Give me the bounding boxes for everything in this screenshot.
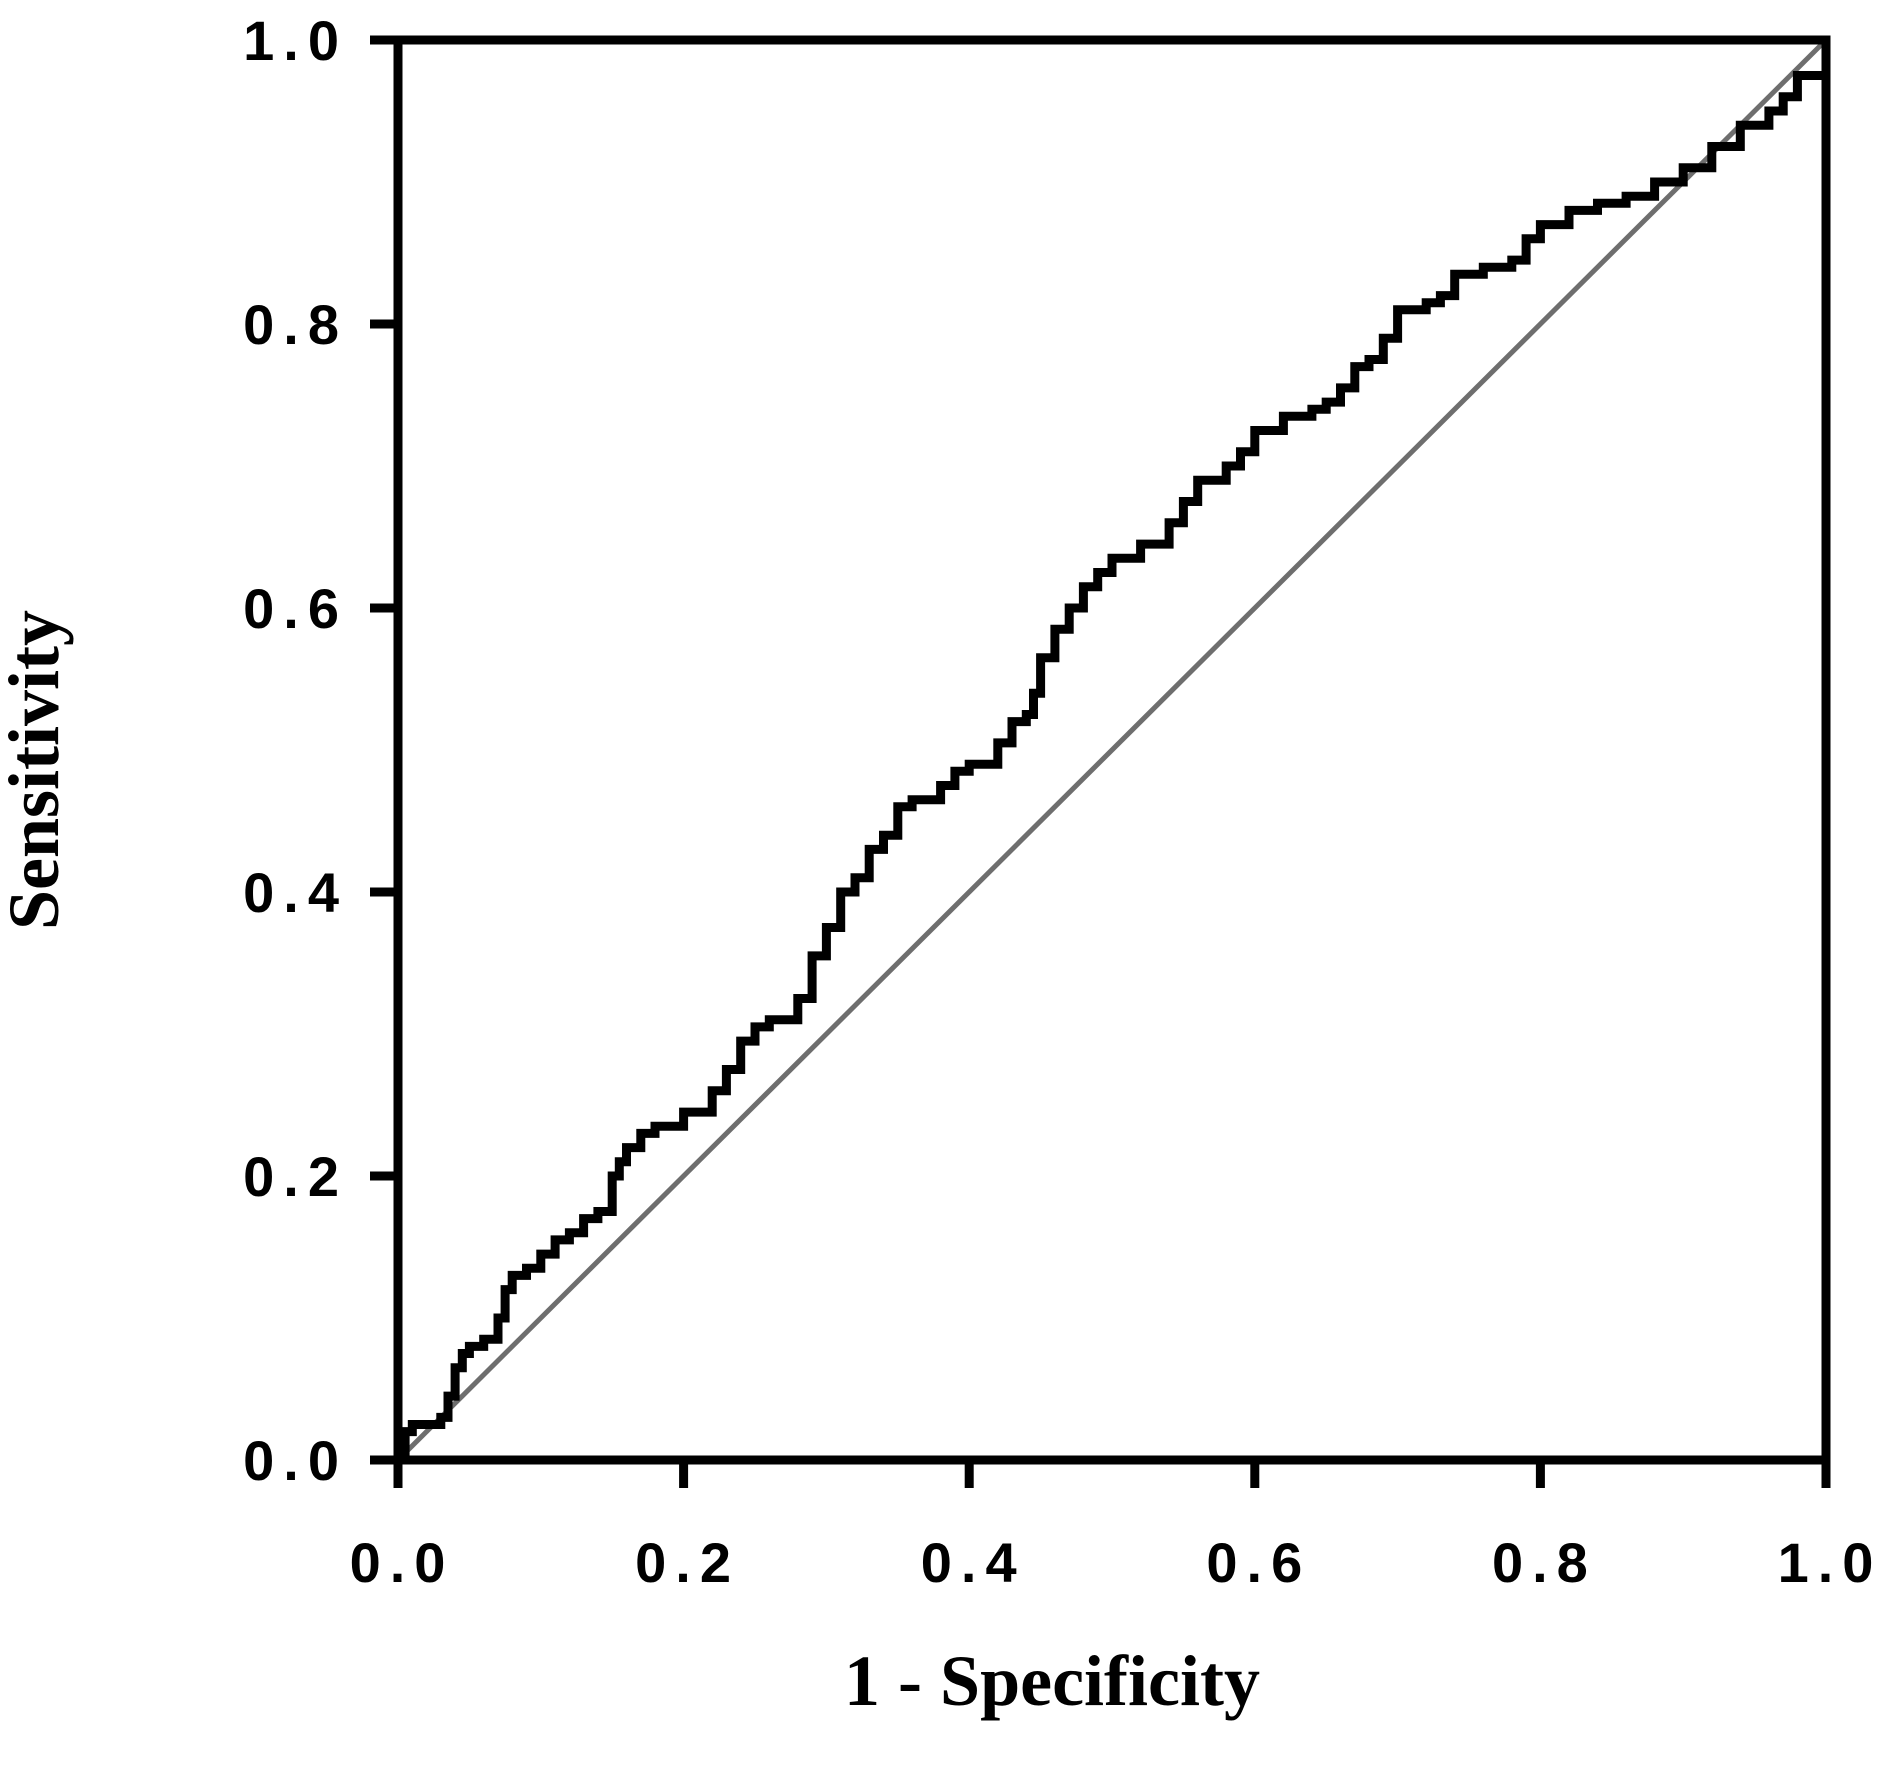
y-tick-label: 0.2 [243, 1145, 348, 1208]
y-axis-title: Sensitivity [0, 610, 74, 930]
roc-curve-line [393, 35, 1831, 1465]
y-tick-label: 1.0 [243, 9, 348, 72]
y-tick-label: 0.6 [243, 577, 348, 640]
y-tick-label: 0.4 [243, 861, 348, 924]
plot-frame [393, 35, 1831, 1465]
y-tick-labels: 0.0 0.2 0.4 0.6 0.8 1.0 [243, 9, 348, 1492]
x-axis-title: 1 - Specificity [844, 1641, 1260, 1721]
series-layer [393, 35, 1831, 1465]
x-tick-label: 1.0 [1778, 1531, 1878, 1594]
x-tick-label: 0.2 [635, 1531, 740, 1594]
tick-marks [370, 35, 1831, 1488]
x-tick-label: 0.8 [1492, 1531, 1597, 1594]
x-tick-label: 0.4 [921, 1531, 1026, 1594]
x-tick-label: 0.6 [1206, 1531, 1311, 1594]
x-tick-label: 0.0 [350, 1531, 455, 1594]
x-tick-labels: 0.0 0.2 0.4 0.6 0.8 1.0 [350, 1531, 1878, 1594]
y-tick-label: 0.8 [243, 293, 348, 356]
plot-border [393, 35, 1831, 1465]
reference-diagonal-line [394, 36, 1830, 1464]
y-tick-label: 0.0 [243, 1429, 348, 1492]
